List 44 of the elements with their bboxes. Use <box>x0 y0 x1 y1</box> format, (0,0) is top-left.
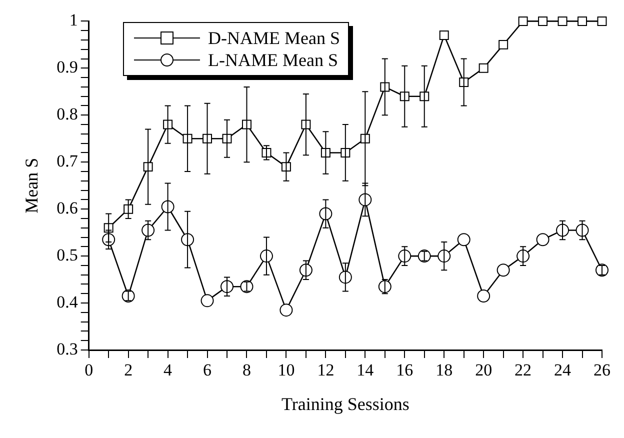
point <box>558 16 568 26</box>
x-tick-label: 22 <box>514 360 532 380</box>
x-tick-label: 8 <box>242 360 251 380</box>
y-tick-label: 0.6 <box>56 198 78 218</box>
y-tick-label: 0.3 <box>56 339 78 358</box>
point <box>536 233 550 246</box>
point <box>439 30 449 40</box>
point <box>578 16 588 26</box>
x-axis-title: Training Sessions <box>281 394 410 414</box>
x-tick-label: 26 <box>594 360 610 380</box>
point <box>518 16 528 26</box>
y-tick-label: 0.4 <box>56 292 78 312</box>
x-tick-label: 0 <box>84 360 94 380</box>
point <box>280 304 293 317</box>
y-tick-label: 0.7 <box>56 152 78 171</box>
point <box>457 233 470 246</box>
x-tick-label: 14 <box>356 360 374 380</box>
x-tick-label: 20 <box>475 360 492 380</box>
x-tick-label: 12 <box>317 360 334 380</box>
y-tick-label: 0.8 <box>56 104 78 124</box>
x-tick-label: 24 <box>554 360 572 380</box>
point <box>477 289 490 302</box>
point <box>538 16 548 26</box>
legend-label: L-NAME Mean S <box>208 49 338 71</box>
x-tick-label: 4 <box>164 360 173 380</box>
x-tick-label: 2 <box>124 360 133 380</box>
point <box>597 16 607 26</box>
point <box>240 280 254 294</box>
x-tick-label: 6 <box>203 360 212 380</box>
x-tick-label: 16 <box>396 360 414 380</box>
point <box>418 250 431 263</box>
point <box>122 289 135 302</box>
y-tick-label: 1 <box>69 10 78 30</box>
legend-label: D-NAME Mean S <box>208 27 340 49</box>
x-tick-label: 18 <box>436 360 453 380</box>
point <box>478 63 488 73</box>
point <box>496 264 510 277</box>
point <box>596 264 608 277</box>
point <box>200 294 214 308</box>
y-tick-label: 0.9 <box>56 58 78 77</box>
y-tick-label: 0.5 <box>56 246 78 265</box>
point <box>498 40 508 50</box>
x-tick-label: 10 <box>278 360 295 380</box>
y-axis-title: Mean S <box>22 158 42 214</box>
